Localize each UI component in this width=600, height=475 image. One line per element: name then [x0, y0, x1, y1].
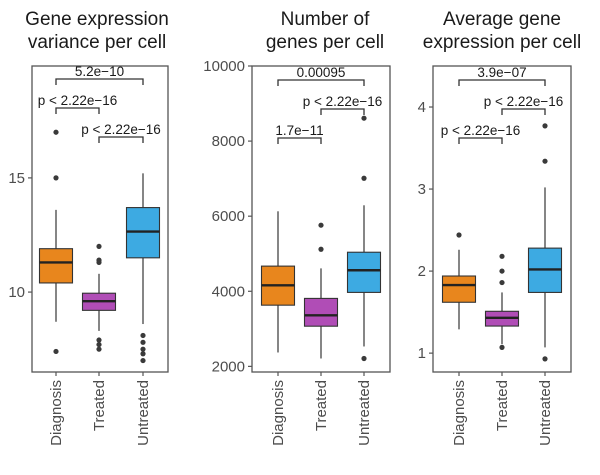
comparison-bracket: p < 2.22e−16 [81, 122, 161, 143]
outlier-point [499, 279, 505, 286]
y-tick-label: 1 [418, 345, 426, 362]
y-tick-label: 3 [418, 181, 426, 198]
outlier-point [96, 243, 102, 250]
comparison-bracket: p < 2.22e−16 [303, 94, 383, 115]
x-tick-label: Untreated [135, 380, 152, 446]
x-tick-label: Untreated [537, 380, 554, 446]
outlier-point [361, 175, 367, 181]
comparison-bracket: p < 2.22e−16 [38, 93, 118, 114]
iqr-box [441, 275, 477, 303]
bracket-line [277, 137, 322, 144]
box-diagnosis [441, 232, 477, 330]
x-tick-label: Diagnosis [48, 380, 65, 446]
outlier-point [140, 339, 146, 345]
outlier-point [318, 222, 324, 228]
y-tick-label: 4 [418, 99, 426, 116]
x-tick-label: Treated [91, 380, 108, 431]
bracket-line [55, 78, 144, 85]
comparison-bracket: p < 2.22e−16 [484, 94, 564, 115]
outlier-point [542, 123, 548, 129]
bracket-line [501, 108, 546, 115]
outlier-point [318, 246, 324, 252]
comparison-bracket: p < 2.22e−16 [441, 123, 521, 144]
outlier-point [96, 341, 102, 348]
outlier-point [53, 129, 59, 135]
x-tick-label: Diagnosis [270, 380, 287, 446]
box-diagnosis [260, 211, 296, 353]
chart-title: Gene expression [25, 9, 169, 30]
outlier-point [96, 337, 102, 343]
outlier-point [456, 232, 462, 238]
y-tick-label: 10 [8, 284, 25, 301]
comparison-bracket: 5.2e−10 [55, 64, 144, 85]
p-value-label: p < 2.22e−16 [303, 94, 383, 109]
outlier-point [53, 348, 59, 355]
p-value-label: 3.9e−07 [477, 65, 526, 80]
chart-title: Average gene [443, 9, 561, 30]
y-tick-label: 2000 [212, 358, 245, 375]
y-tick-label: 10000 [203, 58, 245, 75]
bracket-line [458, 137, 503, 144]
p-value-label: 5.2e−10 [75, 64, 124, 79]
bracket-line [277, 79, 365, 86]
y-tick-label: 2 [418, 263, 426, 280]
x-tick-label: Diagnosis [451, 380, 468, 446]
chart-title: Number of [281, 9, 370, 30]
box-untreated [527, 123, 563, 362]
x-tick-label: Untreated [356, 380, 373, 446]
box-treated [303, 222, 339, 359]
y-tick-label: 8000 [212, 133, 245, 150]
y-tick-label: 15 [8, 170, 25, 187]
outlier-point [361, 355, 367, 362]
box-diagnosis [38, 129, 74, 355]
comparison-bracket: 1.7e−11 [275, 123, 324, 144]
outlier-point [53, 175, 59, 181]
iqr-box [303, 297, 339, 327]
outlier-point [499, 268, 505, 274]
p-value-label: 0.00095 [297, 65, 346, 80]
p-value-label: p < 2.22e−16 [441, 123, 521, 138]
outlier-point [542, 356, 548, 362]
x-tick-label: Treated [313, 380, 330, 431]
outlier-point [96, 259, 102, 265]
outlier-point [96, 346, 102, 352]
chart-title: variance per cell [28, 32, 166, 53]
outlier-point [140, 346, 146, 352]
iqr-box [346, 251, 382, 293]
chart-title: genes per cell [266, 32, 384, 53]
p-value-label: 1.7e−11 [275, 123, 323, 138]
box-untreated [346, 115, 382, 362]
comparison-bracket: 0.00095 [277, 65, 365, 86]
p-value-label: p < 2.22e−16 [81, 122, 161, 137]
x-tick-label: Treated [494, 380, 511, 431]
bracket-line [320, 108, 365, 115]
comparison-bracket: 3.9e−07 [458, 65, 546, 86]
plot-border [31, 65, 169, 373]
y-tick-label: 6000 [212, 208, 245, 225]
bracket-line [458, 79, 546, 86]
iqr-box [38, 248, 74, 284]
outlier-point [140, 351, 146, 357]
chart-title: expression per cell [423, 32, 581, 53]
bracket-line [55, 107, 100, 114]
y-tick-label: 4000 [212, 283, 245, 300]
box-treated [484, 253, 520, 350]
outlier-point [140, 357, 146, 364]
outlier-point [361, 115, 367, 121]
outlier-point [499, 253, 505, 259]
outlier-point [140, 332, 146, 339]
box-treated [81, 243, 117, 352]
box-untreated [125, 173, 161, 364]
p-value-label: p < 2.22e−16 [38, 93, 118, 108]
p-value-label: p < 2.22e−16 [484, 94, 564, 109]
outlier-point [542, 158, 548, 164]
bracket-line [98, 136, 144, 143]
outlier-point [499, 344, 505, 350]
